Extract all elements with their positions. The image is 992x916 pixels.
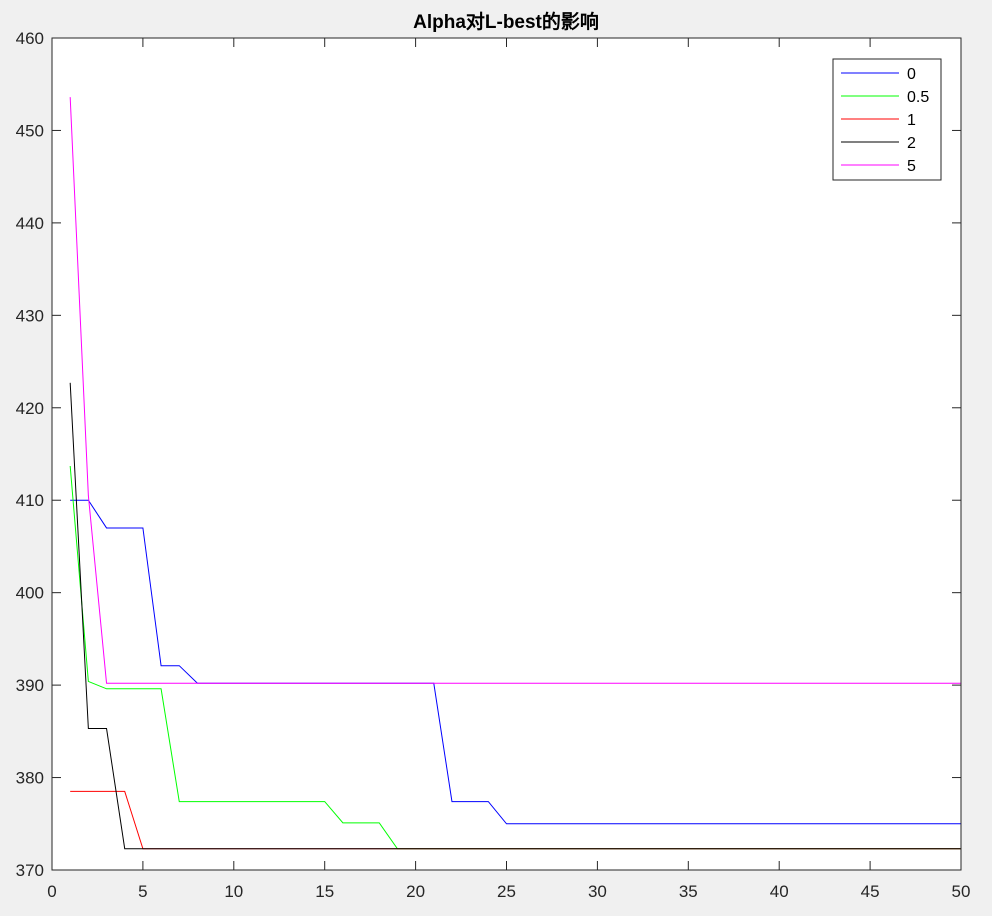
y-tick-label: 420 — [16, 399, 44, 418]
series-layer — [69, 97, 961, 850]
x-tick-label: 15 — [315, 882, 334, 901]
x-tick-label: 30 — [588, 882, 607, 901]
x-tick-label: 20 — [406, 882, 425, 901]
y-tick-label: 450 — [16, 121, 44, 140]
legend-label-1: 0.5 — [907, 89, 929, 106]
x-tick-label: 45 — [861, 882, 880, 901]
y-tick-label: 430 — [16, 306, 44, 325]
chart-title: Alpha对L-best的影响 — [413, 10, 599, 33]
legend-label-3: 2 — [907, 135, 916, 152]
y-tick-label: 380 — [16, 769, 44, 788]
x-tick-label: 25 — [497, 882, 516, 901]
x-tick-label: 40 — [770, 882, 789, 901]
series-line-3 — [69, 382, 961, 850]
x-tick-label: 50 — [952, 882, 971, 901]
y-tick-label: 400 — [16, 584, 44, 603]
plot-area — [52, 38, 961, 870]
x-tick-label: 5 — [138, 882, 147, 901]
legend-label-0: 0 — [907, 66, 916, 83]
y-tick-label: 370 — [16, 861, 44, 880]
legend[interactable]: 0 0.5 1 2 5 — [832, 58, 942, 181]
y-tick-label: 460 — [16, 29, 44, 48]
y-tick-label: 440 — [16, 214, 44, 233]
legend-label-2: 1 — [907, 112, 916, 129]
axes-box — [51, 37, 962, 871]
x-tick-label: 10 — [224, 882, 243, 901]
x-tick-label: 0 — [47, 882, 56, 901]
series-line-4 — [69, 97, 961, 684]
x-tick-label: 35 — [679, 882, 698, 901]
y-tick-label: 410 — [16, 491, 44, 510]
y-tick-label: 390 — [16, 676, 44, 695]
legend-label-4: 5 — [907, 158, 916, 175]
axis-ticks: 0 5 10 15 20 25 30 35 40 45 5037038039040041042043… — [16, 29, 971, 901]
